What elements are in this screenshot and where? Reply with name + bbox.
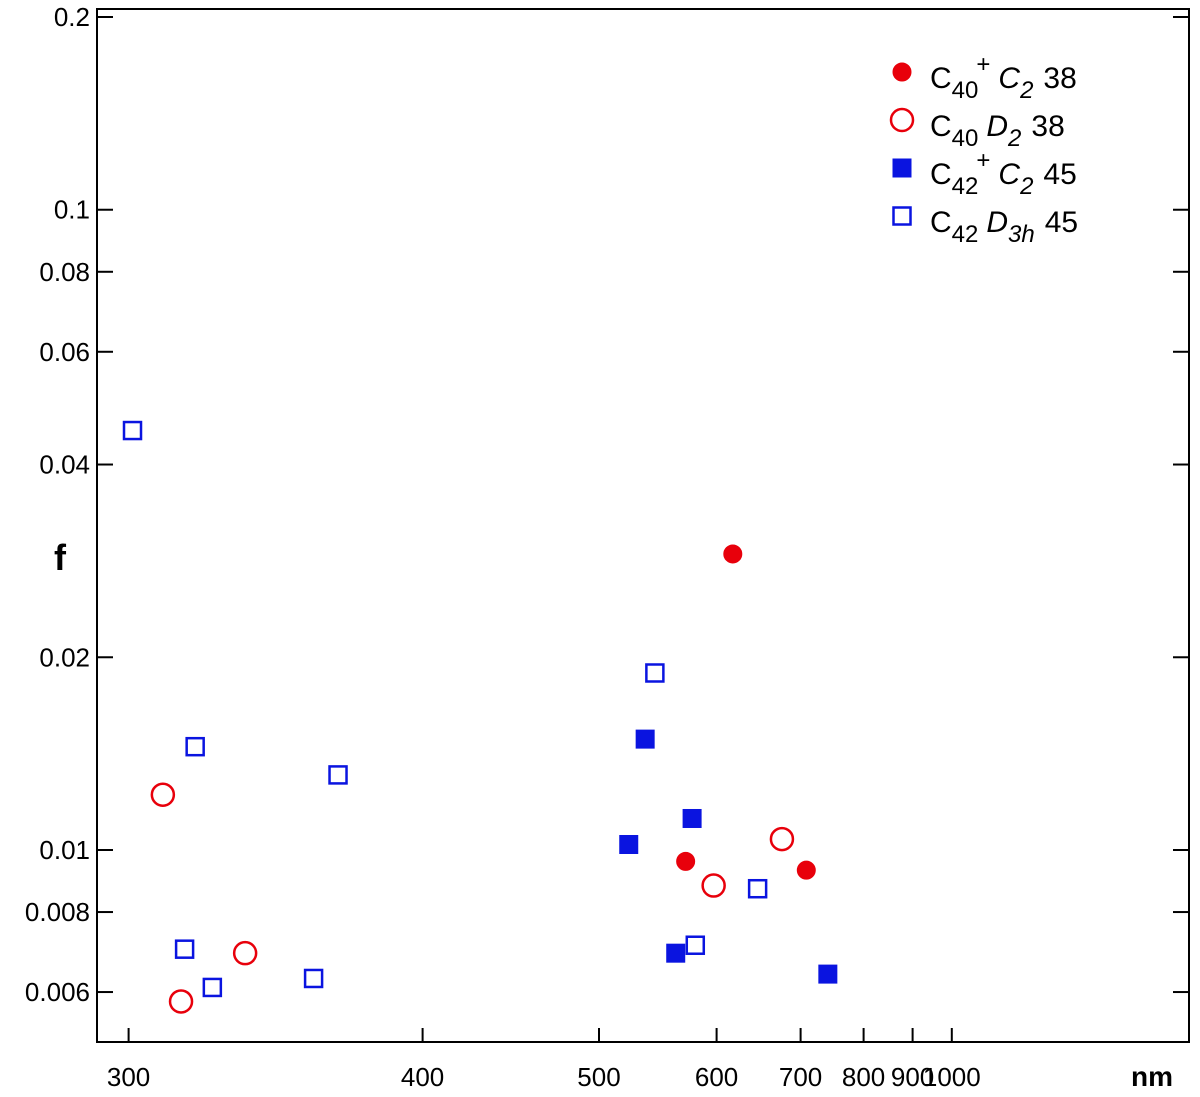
plot-frame	[96, 8, 1190, 1043]
data-point-circle-filled	[676, 851, 696, 871]
data-point-circle-open	[168, 989, 194, 1014]
x-tick-label: 800	[842, 1062, 885, 1092]
data-point-square-filled	[619, 834, 639, 854]
legend-marker	[889, 107, 915, 133]
data-point-square-filled	[635, 729, 655, 749]
x-tick-label: 700	[779, 1062, 822, 1092]
y-tick-label: 0.01	[39, 835, 90, 865]
y-axis-title: f	[54, 537, 67, 578]
data-point-square-open	[303, 968, 324, 989]
data-point-square-open	[185, 736, 205, 757]
data-point-circle-open	[769, 826, 795, 852]
y-tick-label: 0.08	[39, 257, 90, 287]
data-point-square-filled	[666, 943, 686, 963]
y-tick-label: 0.02	[39, 642, 90, 672]
data-point-square-filled	[682, 808, 702, 828]
x-tick-label: 400	[401, 1062, 444, 1092]
x-tick-label: 900	[891, 1062, 934, 1092]
y-tick-label: 0.006	[25, 977, 90, 1007]
x-tick-label: 500	[577, 1062, 620, 1092]
data-point-square-open	[747, 878, 768, 899]
data-point-square-open	[685, 935, 706, 955]
legend-label: C42+ C2 45	[930, 147, 1077, 200]
data-point-square-open	[645, 663, 665, 683]
legend-marker	[892, 206, 912, 226]
data-point-square-open	[174, 939, 195, 959]
data-point-circle-open	[232, 940, 258, 966]
y-tick-label: 0.008	[25, 897, 90, 927]
x-tick-label: 600	[695, 1062, 738, 1092]
x-tick-label: 300	[107, 1062, 150, 1092]
legend-label: C40+ C2 38	[930, 51, 1077, 104]
x-axis-title: nm	[1131, 1061, 1173, 1092]
x-tick-label: 1000	[923, 1062, 981, 1092]
data-point-square-filled	[818, 964, 838, 984]
y-axis: 0.006 0.008 0.01 0.02 0.04 0.06 0.08 0.1 0.2	[25, 2, 1189, 1007]
y-tick-label: 0.04	[39, 450, 90, 480]
data-markers	[122, 420, 838, 1014]
legend-marker	[892, 62, 912, 82]
legend-label: C40 D2 38	[930, 110, 1065, 152]
data-point-circle-filled	[723, 544, 743, 564]
y-tick-label: 0.06	[39, 337, 90, 367]
data-point-square-open	[328, 765, 348, 785]
data-point-circle-filled	[796, 860, 816, 880]
legend-marker	[892, 158, 912, 178]
legend-label: C42 D3h 45	[930, 206, 1078, 248]
y-tick-label: 0.2	[54, 2, 90, 32]
data-point-square-open	[202, 977, 223, 998]
data-point-square-open	[122, 420, 143, 441]
data-point-circle-open	[701, 873, 726, 898]
data-point-circle-open	[150, 782, 176, 807]
y-tick-label: 0.1	[54, 195, 90, 225]
